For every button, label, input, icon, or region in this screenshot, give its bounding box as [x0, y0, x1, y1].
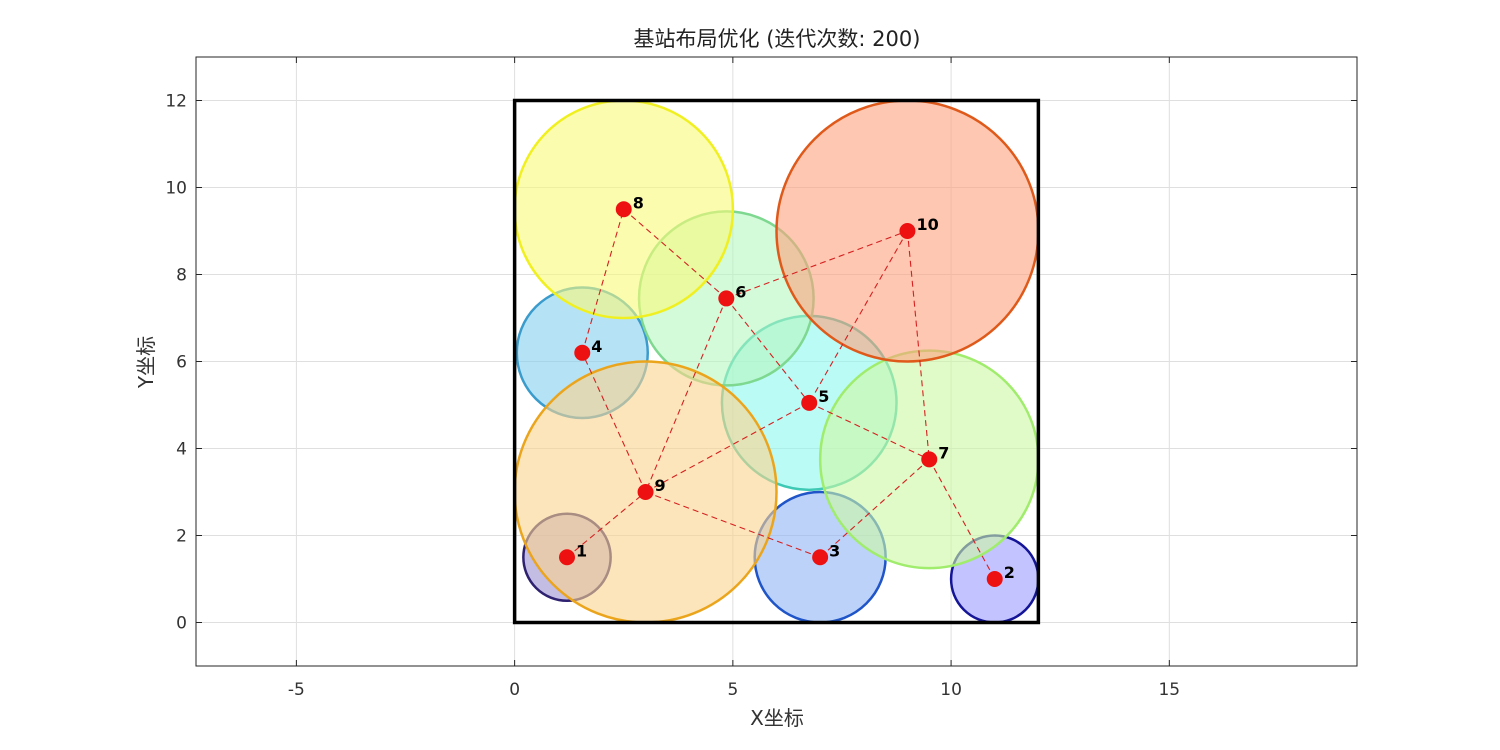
station-marker-5 [801, 394, 818, 411]
region-boundary [512, 98, 1041, 625]
x-tick-label: 0 [509, 680, 520, 700]
x-axis-label: X坐标 [750, 706, 804, 730]
station-label-1: 1 [576, 541, 587, 560]
station-marker-10 [899, 223, 916, 239]
x-tick-label: 10 [940, 680, 962, 700]
x-tick-label: 15 [1158, 680, 1180, 700]
service-region [512, 98, 1041, 625]
station-label-5: 5 [818, 387, 829, 406]
station-label-9: 9 [655, 476, 666, 495]
x-tick-label: 5 [727, 680, 738, 700]
station-label-7: 7 [938, 443, 949, 462]
link-10-7 [906, 230, 930, 460]
x-tick-label: -5 [288, 680, 305, 700]
y-tick-label: 8 [176, 266, 187, 286]
link-5-7 [809, 402, 930, 460]
station-marker-7 [921, 451, 938, 468]
link-6-5 [725, 298, 810, 404]
station-marker-1 [558, 549, 575, 566]
link-8-6 [623, 208, 727, 299]
y-tick-label: 4 [176, 440, 187, 460]
station-markers [558, 201, 1003, 587]
link-6-9 [645, 298, 727, 493]
y-axis-label: Y坐标 [134, 336, 158, 389]
link-6-10 [726, 230, 908, 299]
link-7-2 [928, 459, 996, 580]
station-label-6: 6 [735, 282, 746, 301]
y-tick-label: 12 [165, 92, 187, 112]
station-label-4: 4 [591, 337, 602, 356]
link-4-8 [581, 209, 625, 353]
station-label-10: 10 [916, 215, 938, 234]
chart-title: 基站布局优化 (迭代次数: 200) [634, 27, 921, 51]
link-7-3 [819, 458, 930, 558]
station-marker-2 [986, 571, 1003, 587]
station-marker-9 [637, 484, 654, 500]
station-labels: 1 2 3 4 5 6 7 8 9 10 [576, 193, 1015, 582]
station-label-8: 8 [633, 193, 644, 212]
station-marker-4 [574, 344, 591, 361]
y-tick-label: 6 [176, 353, 187, 373]
y-tick-label: 2 [176, 527, 187, 547]
link-1-9 [566, 491, 646, 558]
station-marker-8 [615, 201, 632, 218]
link-10-5 [808, 230, 908, 404]
y-tick-label: 0 [176, 614, 187, 634]
link-3-9 [645, 491, 821, 558]
station-label-2: 2 [1004, 563, 1015, 582]
link-9-4 [581, 352, 647, 493]
station-marker-3 [812, 549, 829, 566]
station-marker-6 [718, 290, 735, 307]
station-label-3: 3 [829, 541, 840, 560]
link-9-5 [645, 402, 810, 493]
station-links [566, 208, 996, 580]
y-tick-label: 10 [165, 179, 187, 199]
